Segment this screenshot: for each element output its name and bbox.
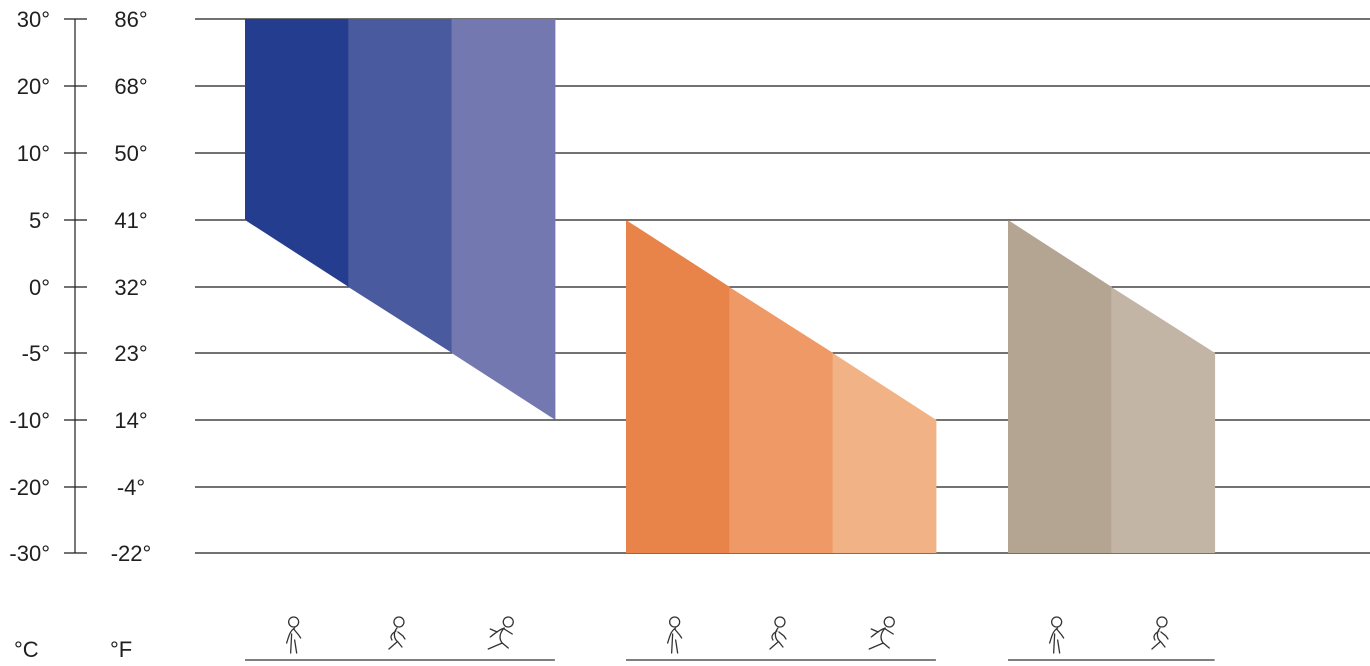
tick-label-fahrenheit: 86°: [114, 7, 147, 32]
walking-icon: [285, 616, 302, 654]
area-running-group-1: [451, 19, 556, 420]
tick-label-celsius: -30°: [9, 541, 50, 566]
tick-label-fahrenheit: 14°: [114, 408, 147, 433]
tick-label-fahrenheit: 23°: [114, 341, 147, 366]
y-axis: 30° 86° 20° 68° 10° 50° 5° 41° 0° 32° -5° 23° -10° 14…: [9, 7, 151, 566]
celsius-unit-label: °C: [14, 637, 39, 662]
group-2: [626, 220, 937, 553]
area-walking-group-2: [626, 220, 730, 553]
tick-label-celsius: 20°: [17, 74, 50, 99]
tick-label-fahrenheit: 41°: [114, 208, 147, 233]
tick-label-celsius: 30°: [17, 7, 50, 32]
area-walking-group-1: [245, 19, 349, 287]
activity-icons: [245, 616, 1215, 661]
running-icon: [487, 616, 514, 650]
group-1: [245, 19, 556, 420]
tick-label-fahrenheit: -22°: [111, 541, 152, 566]
tick-label-celsius: 5°: [29, 208, 50, 233]
jogging-icon: [388, 616, 406, 650]
tick-label-celsius: -5°: [22, 341, 50, 366]
area-jogging-group-2: [729, 287, 834, 553]
group-3: [1008, 220, 1216, 553]
walking-icon: [1049, 616, 1065, 654]
tick-label-fahrenheit: 68°: [114, 74, 147, 99]
tick-label-celsius: 0°: [29, 275, 50, 300]
running-icon: [868, 616, 895, 650]
jogging-icon: [769, 616, 787, 650]
walking-icon: [667, 616, 683, 654]
tick-label-fahrenheit: -4°: [117, 475, 145, 500]
tick-label-celsius: -20°: [9, 475, 50, 500]
plot-areas: [245, 19, 1216, 553]
area-running-group-2: [832, 353, 937, 553]
tick-label-celsius: -10°: [9, 408, 50, 433]
area-jogging-group-3: [1111, 287, 1216, 553]
tick-label-fahrenheit: 50°: [114, 141, 147, 166]
area-walking-group-3: [1008, 220, 1112, 553]
area-jogging-group-1: [348, 19, 453, 353]
fahrenheit-unit-label: °F: [110, 637, 132, 662]
tick-label-fahrenheit: 32°: [114, 275, 147, 300]
tick-label-celsius: 10°: [17, 141, 50, 166]
jogging-icon: [1151, 616, 1169, 650]
